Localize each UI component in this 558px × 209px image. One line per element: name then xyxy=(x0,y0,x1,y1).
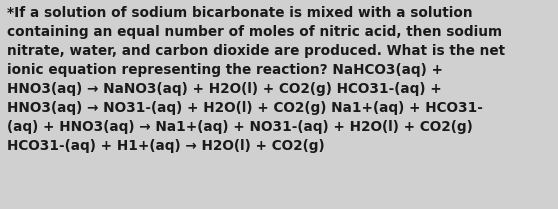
Text: *If a solution of sodium bicarbonate is mixed with a solution
containing an equa: *If a solution of sodium bicarbonate is … xyxy=(7,6,505,153)
